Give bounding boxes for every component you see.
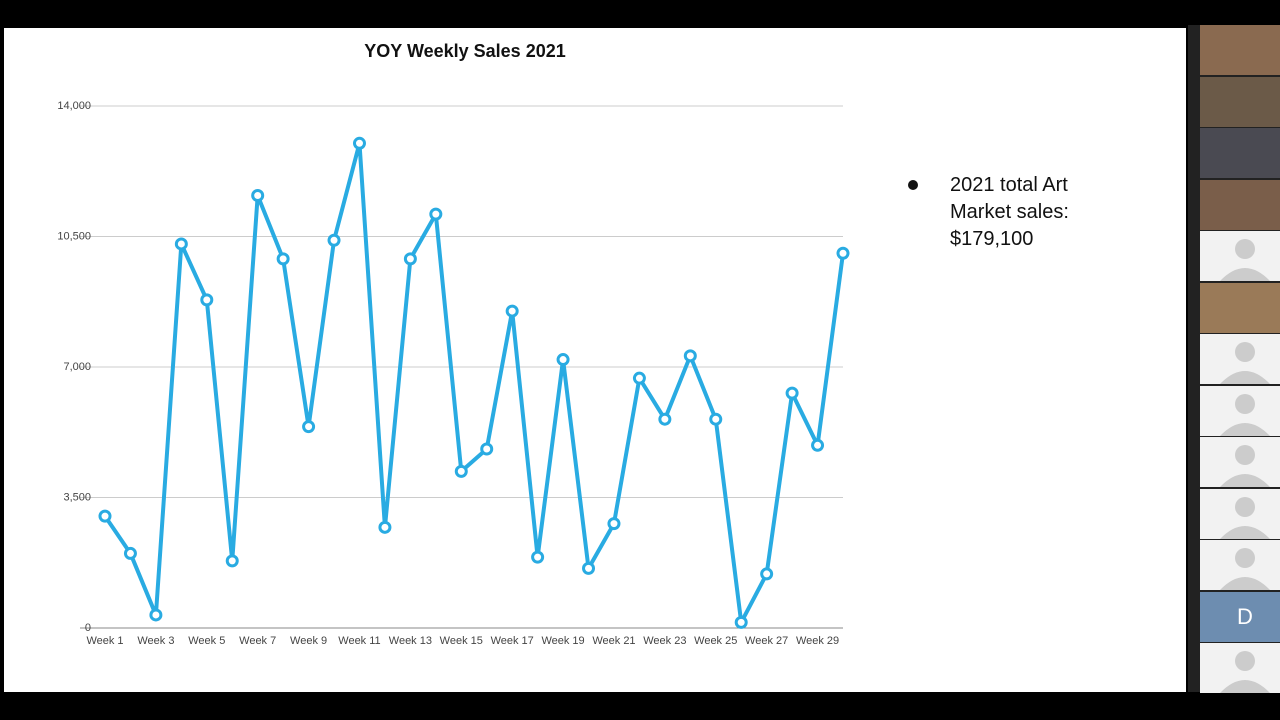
y-tick-label: 10,500 <box>57 230 91 242</box>
point-marker <box>556 353 570 367</box>
x-tick-label: Week 19 <box>541 635 584 647</box>
avatar <box>1220 342 1270 384</box>
avatar <box>1220 393 1270 436</box>
participant-tile[interactable]: D <box>1200 591 1280 642</box>
point-marker <box>149 608 163 622</box>
point-marker <box>225 554 239 568</box>
avatar <box>1220 445 1270 487</box>
avatar <box>1220 239 1270 281</box>
point-marker <box>811 438 825 452</box>
participant-tile[interactable] <box>1200 334 1280 384</box>
point-marker <box>123 546 137 560</box>
x-tick-label: Week 15 <box>440 635 483 647</box>
point-marker <box>403 252 417 266</box>
point-marker <box>200 293 214 307</box>
x-tick-label: Week 1 <box>86 635 123 647</box>
point-marker <box>429 207 443 221</box>
x-tick-label: Week 23 <box>643 635 686 647</box>
point-marker <box>327 233 341 247</box>
x-tick-label: Week 29 <box>796 635 839 647</box>
avatar <box>1220 496 1270 539</box>
point-marker <box>683 349 697 363</box>
y-tick-label: 7,000 <box>63 361 91 373</box>
participant-tile[interactable] <box>1200 437 1280 487</box>
point-marker <box>709 412 723 426</box>
bullet-dot <box>908 180 918 190</box>
point-marker <box>607 517 621 531</box>
participant-initial: D <box>1237 603 1253 629</box>
x-tick-label: Week 3 <box>137 635 174 647</box>
point-marker <box>98 509 112 523</box>
x-tick-label: Week 17 <box>491 635 534 647</box>
participant-tile[interactable] <box>1200 488 1280 539</box>
y-tick-label: 0 <box>85 622 91 634</box>
x-tick-label: Week 5 <box>188 635 225 647</box>
x-tick-label: Week 7 <box>239 635 276 647</box>
bullet-text: 2021 total Art Market sales: $179,100 <box>950 174 1069 250</box>
participant-tile[interactable] <box>1200 231 1280 281</box>
point-marker <box>505 304 519 318</box>
point-marker <box>582 561 596 575</box>
participant-tile[interactable] <box>1200 643 1280 693</box>
x-tick-label: Week 9 <box>290 635 327 647</box>
point-marker <box>251 188 265 202</box>
avatar <box>1220 548 1270 590</box>
x-tick-label: Week 13 <box>389 635 432 647</box>
point-marker <box>454 464 468 478</box>
point-marker <box>632 371 646 385</box>
avatar <box>1220 651 1270 693</box>
point-marker <box>276 252 290 266</box>
point-marker <box>734 615 748 629</box>
participant-tile[interactable] <box>1200 76 1280 127</box>
point-marker <box>658 412 672 426</box>
participant-tile[interactable] <box>1200 128 1280 178</box>
chart-title: YOY Weekly Sales 2021 <box>364 41 565 61</box>
point-marker <box>531 550 545 564</box>
participant-tile[interactable] <box>1200 385 1280 436</box>
participant-strip: D <box>1188 25 1280 693</box>
y-tick-label: 14,000 <box>57 100 91 112</box>
participant-tile[interactable] <box>1200 540 1280 590</box>
point-marker <box>785 386 799 400</box>
participant-tile[interactable] <box>1200 25 1280 75</box>
participant-tile[interactable] <box>1200 179 1280 230</box>
x-tick-label: Week 21 <box>592 635 635 647</box>
point-marker <box>760 567 774 581</box>
point-marker <box>480 442 494 456</box>
x-tick-label: Week 25 <box>694 635 737 647</box>
point-marker <box>174 237 188 251</box>
point-marker <box>836 246 850 260</box>
participant-tile[interactable] <box>1200 282 1280 333</box>
point-marker <box>378 520 392 534</box>
point-marker <box>302 420 316 434</box>
x-tick-label: Week 11 <box>338 635 380 647</box>
shared-slide <box>4 28 1186 692</box>
sales-line <box>103 141 845 625</box>
x-tick-label: Week 27 <box>745 635 788 647</box>
y-tick-label: 3,500 <box>63 491 91 503</box>
point-marker <box>352 136 366 150</box>
